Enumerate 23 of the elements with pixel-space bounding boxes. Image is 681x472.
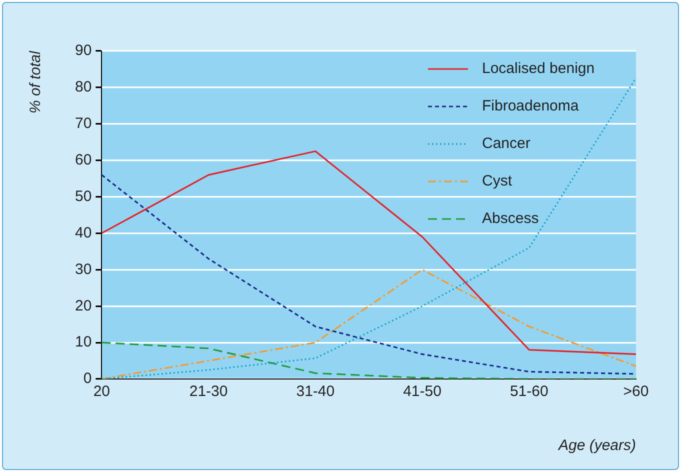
legend-label: Fibroadenoma	[482, 98, 580, 115]
y-tick-label: 60	[74, 151, 92, 168]
legend-label: Cyst	[482, 172, 513, 190]
x-tick-label: 41-50	[403, 383, 442, 400]
legend-label: Abscess	[482, 210, 539, 228]
y-tick-label: 80	[74, 78, 92, 96]
y-tick-label: 30	[74, 260, 92, 278]
y-tick-label: 10	[74, 334, 92, 351]
y-tick-label: 70	[74, 115, 92, 132]
x-tick-label: 20	[93, 383, 110, 400]
y-tick-label: 50	[74, 188, 92, 205]
x-tick-label: 21-30	[189, 383, 228, 400]
y-tick-label: 90	[74, 42, 92, 60]
x-axis-title: Age (years)	[557, 437, 636, 454]
y-tick-label: 20	[74, 297, 92, 314]
legend-label: Localised benign	[482, 60, 595, 78]
x-tick-label: >60	[623, 383, 649, 400]
x-tick-label: 51-60	[510, 383, 548, 400]
legend-label: Cancer	[482, 135, 530, 152]
y-tick-label: 40	[74, 224, 92, 242]
x-tick-label: 31-40	[296, 383, 335, 400]
y-axis-title: % of total	[27, 50, 44, 114]
y-tick-label: 0	[83, 370, 92, 388]
